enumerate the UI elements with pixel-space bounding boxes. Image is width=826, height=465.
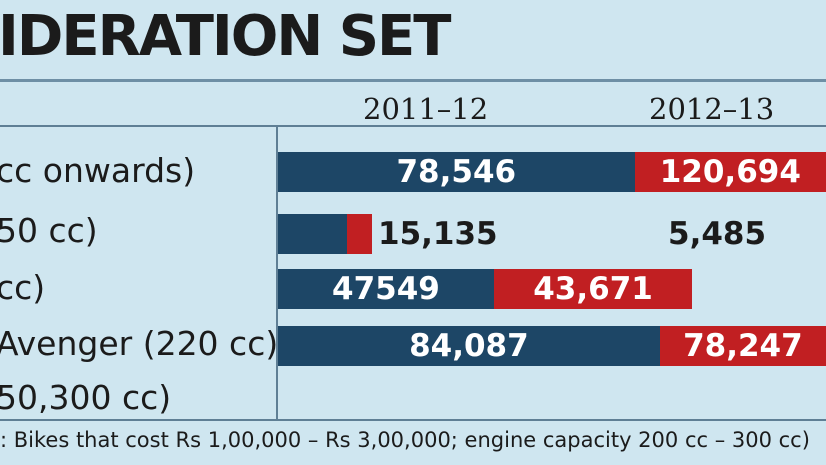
row-label: 50 cc): [0, 211, 98, 250]
bar-segment-2012-13: [659, 326, 826, 366]
bar-baseline: [276, 125, 278, 420]
data-label-2012-13: 43,671: [533, 271, 653, 307]
column-header-2012-13: 2012–13: [649, 92, 775, 126]
row-label: cc): [0, 268, 46, 307]
column-header-2011-12: 2011–12: [363, 92, 489, 126]
row-label: Avenger (220 cc) +: [0, 324, 317, 363]
chart-title: IDERATION SET: [0, 4, 451, 69]
data-label-2011-12: 84,087: [409, 328, 529, 364]
table-top-rule: [0, 125, 826, 127]
data-label-2012-13: 78,247: [683, 328, 803, 364]
row-label: cc onwards): [0, 151, 196, 190]
bar-segment-2012-13: [346, 214, 372, 254]
footnote: : Bikes that cost Rs 1,00,000 – Rs 3,00,…: [0, 428, 810, 452]
bar-segment-2012-13: [493, 269, 693, 309]
title-divider: [0, 79, 826, 82]
bar-segment-2011-12: [278, 326, 660, 366]
bar-segment-2011-12: [278, 269, 494, 309]
data-label-2012-13: 120,694: [659, 154, 801, 190]
row-label: 50,300 cc): [0, 378, 172, 417]
data-label-2011-12: 15,135: [378, 216, 498, 252]
bar-segment-2011-12: [278, 152, 635, 192]
bar-segment-2012-13: [634, 152, 826, 192]
data-label-2012-13: 5,485: [668, 216, 767, 252]
footnote-divider: [0, 419, 826, 421]
data-label-2011-12: 47549: [332, 271, 440, 307]
bar-segment-2011-12: [278, 214, 347, 254]
data-label-2011-12: 78,546: [396, 154, 517, 190]
